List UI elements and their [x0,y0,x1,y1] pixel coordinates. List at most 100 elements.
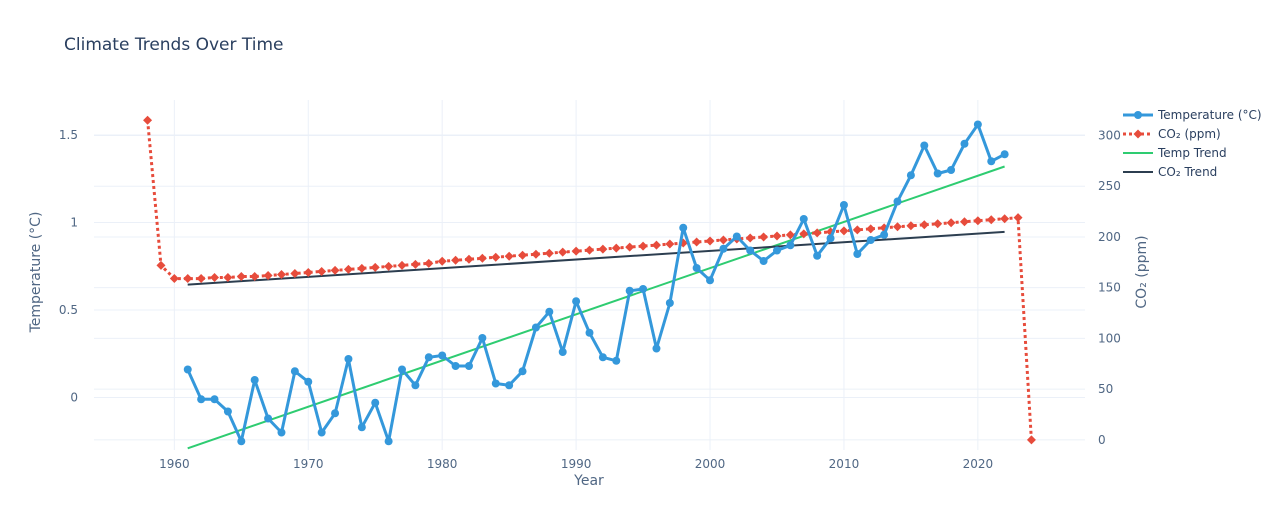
data-point [665,239,675,249]
data-point [531,249,541,259]
data-point [276,269,286,279]
data-point [196,274,206,284]
data-point [223,273,233,283]
data-point [772,231,782,241]
y-right-axis-ticks: 0 50 100 150 200 250 300 [1098,129,1121,447]
data-point [317,266,327,276]
x-tick-label: 1960 [159,457,190,471]
series-1 [143,115,1036,445]
data-point [223,407,232,416]
legend-label: CO₂ Trend [1158,165,1217,179]
data-point [679,223,688,232]
data-point [585,245,594,255]
data-point [933,169,942,178]
data-point [156,260,166,270]
data-point [290,367,299,376]
data-point [986,215,996,225]
data-point [719,244,728,253]
data-point [1000,214,1010,224]
data-point [518,367,527,376]
legend[interactable]: Temperature (°C) CO₂ (ppm) Temp Trend CO₂ T… [1123,108,1262,179]
data-point [839,201,848,209]
data-point [505,381,514,390]
y-left-tick-label: 0.5 [59,303,78,317]
data-point [906,221,916,231]
data-point [398,365,407,374]
data-point [237,437,246,446]
data-point [973,120,982,129]
data-point [893,197,902,206]
data-point [585,328,594,337]
data-point [651,240,661,250]
y-right-tick-label: 150 [1098,281,1121,295]
data-point [451,255,461,265]
series-layer [143,115,1036,450]
y-right-tick-label: 250 [1098,179,1121,193]
data-point [852,225,862,235]
data-point [933,219,943,229]
y-right-tick-label: 50 [1098,382,1113,396]
data-point [183,365,192,374]
data-point [343,264,353,274]
data-point [464,254,474,264]
data-point [960,139,969,148]
legend-marker [1134,111,1142,119]
data-point [491,252,501,262]
data-point [799,229,809,239]
legend-item[interactable]: CO₂ Trend [1123,165,1217,179]
data-point [384,261,394,271]
data-point [558,247,568,257]
data-point [973,216,983,226]
data-point [169,274,179,284]
data-point [317,428,326,437]
data-point [893,222,903,232]
data-point [531,323,540,332]
legend-label: Temp Trend [1157,146,1227,160]
data-point [1026,435,1036,445]
data-point [665,299,674,307]
series-3 [187,230,1005,286]
data-point [799,215,808,223]
data-point [785,230,795,240]
data-point [759,232,769,242]
data-point [947,166,956,174]
series-line [146,120,1033,440]
y-left-axis-title: Temperature (°C) [28,212,44,334]
chart-title: Climate Trends Over Time [64,35,284,55]
legend-item[interactable]: Temperature (°C) [1123,108,1262,122]
data-point [839,226,849,236]
legend-label: Temperature (°C) [1157,108,1262,122]
data-point [866,224,876,234]
data-point [813,251,822,260]
data-point [919,220,929,230]
legend-item[interactable]: CO₂ (ppm) [1123,127,1221,141]
data-point [652,344,661,353]
data-point [143,115,153,125]
y-left-tick-label: 1.5 [59,128,78,142]
data-point [277,428,286,437]
series-0 [183,120,1009,446]
y-left-axis-ticks: 0 0.5 1 1.5 [59,128,78,405]
data-point [331,409,340,418]
data-point [920,141,929,150]
data-point [692,264,701,272]
data-point [544,248,554,258]
data-point [410,259,420,269]
y-right-tick-label: 0 [1098,433,1106,447]
data-point [357,263,367,273]
data-point [880,230,889,239]
data-point [598,353,607,362]
data-point [745,233,755,243]
data-point [371,398,380,407]
data-point [263,271,273,281]
data-point [639,285,648,293]
data-point [866,236,875,244]
data-point [424,353,433,362]
y-right-tick-label: 200 [1098,230,1121,244]
legend-item[interactable]: Temp Trend [1123,146,1227,160]
data-point [786,241,795,250]
data-point [250,272,260,282]
data-point [264,414,273,423]
data-point [558,348,567,356]
